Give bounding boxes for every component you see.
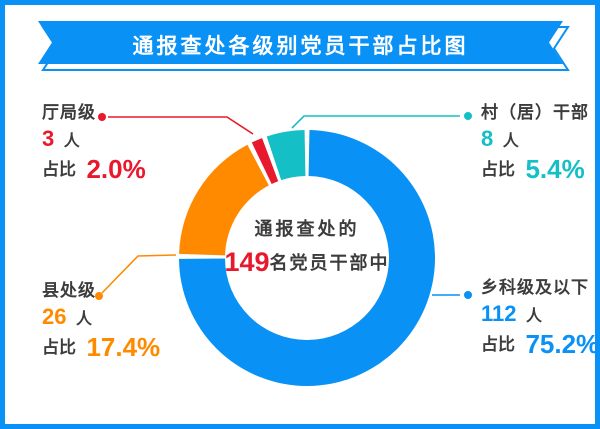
segment-unit: 人 — [63, 133, 80, 150]
segment-label: 县处级 — [42, 281, 96, 300]
connector-line-cunju — [291, 115, 460, 129]
segment-percent: 17.4% — [86, 332, 161, 362]
donut-slice — [179, 130, 435, 386]
callout-tingju: 厅局级 3 人 占比 2.0% — [42, 104, 192, 182]
ratio-prefix: 占比 — [481, 160, 515, 179]
donut-slice — [266, 130, 306, 181]
donut-slices — [179, 130, 435, 386]
segment-value: 112 — [481, 301, 517, 326]
connector-dot-xiangke — [464, 291, 472, 299]
segment-unit: 人 — [75, 311, 92, 328]
connector-dot-tingju — [98, 113, 106, 121]
center-label-line1: 通报查处的 — [254, 219, 360, 239]
segment-label: 村（居）干部 — [481, 103, 589, 122]
connector-line-tingju — [108, 116, 254, 135]
title-ribbon — [38, 21, 570, 71]
segment-percent: 2.0% — [86, 154, 146, 184]
segment-label: 厅局级 — [42, 103, 96, 122]
callout-xianchu: 县处级 26 人 占比 17.4% — [42, 282, 192, 360]
center-label-suffix: 名党员干部中 — [269, 252, 390, 273]
segment-value: 3 — [42, 126, 55, 151]
segment-value: 26 — [42, 304, 67, 329]
ratio-prefix: 占比 — [42, 160, 76, 179]
center-label-line2: 149名党员干部中 — [197, 246, 417, 280]
page-title: 通报查处各级别党员干部占比图 — [132, 35, 469, 58]
total-count: 149 — [224, 246, 270, 277]
segment-value: 8 — [481, 126, 494, 151]
ratio-prefix: 占比 — [42, 338, 76, 357]
callout-cunju: 村（居）干部 8 人 占比 5.4% — [481, 103, 595, 184]
ratio-prefix: 占比 — [481, 335, 515, 354]
callout-xiangke: 乡科级及以下 112 人 占比 75.2% — [481, 278, 600, 359]
connector-dot-cunju — [464, 112, 472, 120]
connector-dot-xianchu — [95, 292, 103, 300]
segment-label: 乡科级及以下 — [481, 278, 589, 297]
segment-percent: 75.2% — [525, 329, 600, 359]
segment-percent: 5.4% — [525, 154, 585, 184]
connector-line-xianchu — [101, 254, 177, 294]
donut-slice — [179, 144, 269, 256]
donut-chart — [95, 112, 472, 386]
ribbon-shape — [38, 21, 563, 64]
segment-unit: 人 — [502, 133, 519, 150]
donut-center-label: 通报查处的 149名党员干部中 — [197, 218, 417, 279]
segment-unit: 人 — [525, 308, 542, 325]
donut-slice — [251, 138, 279, 185]
